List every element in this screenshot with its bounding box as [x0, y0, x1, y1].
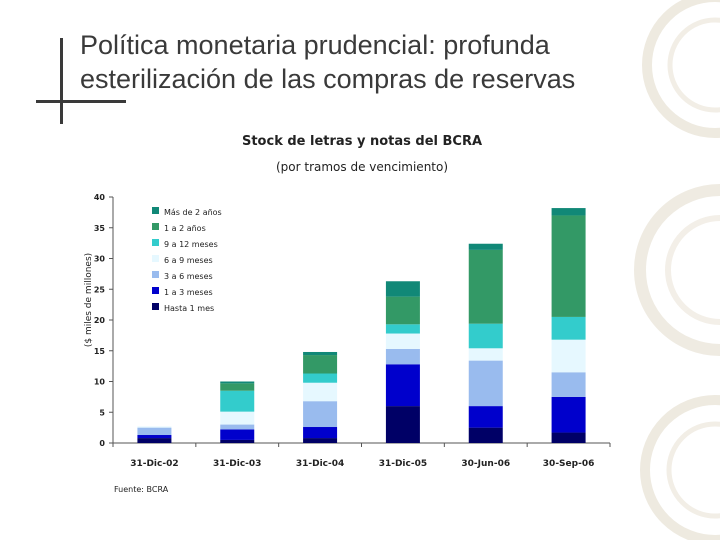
- bar-segment: [137, 426, 172, 428]
- bar-segment: [385, 281, 420, 297]
- bar-segment: [551, 339, 586, 373]
- bar-segment: [137, 438, 172, 443]
- y-tick-label: 30: [94, 255, 106, 264]
- bar-segment: [385, 348, 420, 365]
- legend-swatch: [152, 223, 159, 230]
- x-tick-label: 31-Dic-05: [379, 459, 427, 469]
- y-tick-label: 10: [94, 378, 106, 387]
- bar-segment: [220, 381, 255, 384]
- y-tick-label: 5: [99, 408, 105, 417]
- y-tick-label: 0: [99, 439, 105, 448]
- bar-segment: [551, 208, 586, 216]
- bar-segment: [468, 360, 503, 407]
- bar-segment: [220, 383, 255, 391]
- legend-swatch: [152, 287, 159, 294]
- y-tick-label: 20: [94, 316, 106, 325]
- bar-segment: [551, 372, 586, 397]
- bar-segment: [303, 382, 338, 402]
- x-tick-label: 30-Sep-06: [543, 459, 595, 469]
- bar-segment: [385, 333, 420, 349]
- bar-segment: [220, 390, 255, 412]
- bar-segment: [137, 435, 172, 439]
- seal-watermark: [634, 0, 720, 540]
- x-tick-label: 31-Dic-02: [130, 459, 178, 469]
- bar-segment: [468, 243, 503, 250]
- bar-segment: [468, 406, 503, 428]
- bar-segment: [551, 316, 586, 340]
- bar-segment: [303, 401, 338, 428]
- chart-title: Stock de letras y notas del BCRA: [241, 134, 483, 149]
- y-axis-label: ($ miles de millones): [84, 253, 94, 347]
- legend-label: 1 a 2 años: [164, 224, 206, 233]
- bar-segment: [220, 424, 255, 430]
- bar-segment: [385, 406, 420, 443]
- bar-segment: [468, 323, 503, 349]
- bar-segment: [551, 432, 586, 443]
- y-tick-label: 25: [94, 285, 106, 294]
- legend-label: 6 a 9 meses: [164, 256, 213, 265]
- bar-segment: [303, 355, 338, 374]
- x-tick-label: 31-Dic-03: [213, 459, 261, 469]
- bar-segment: [303, 373, 338, 383]
- bar-segment: [303, 427, 338, 439]
- x-tick-label: 30-Jun-06: [461, 459, 510, 469]
- chart-subtitle: (por tramos de vencimiento): [275, 160, 449, 174]
- bar-segment: [220, 439, 255, 443]
- legend-swatch: [152, 271, 159, 278]
- legend-label: Hasta 1 mes: [164, 304, 214, 313]
- slide-title: Política monetaria prudencial: profunda …: [80, 30, 576, 94]
- legend-swatch: [152, 303, 159, 310]
- bar-segment: [551, 396, 586, 433]
- bar-segment: [137, 427, 172, 436]
- y-tick-label: 35: [94, 224, 106, 233]
- y-tick-label: 40: [94, 193, 106, 202]
- title-bracket-horizontal: [36, 100, 126, 103]
- bar-segment: [385, 364, 420, 407]
- legend-swatch: [152, 207, 159, 214]
- bar-segment: [468, 249, 503, 324]
- bar-segment: [303, 351, 338, 356]
- bar-segment: [468, 427, 503, 443]
- bar-segment: [468, 348, 503, 361]
- legend-swatch: [152, 239, 159, 246]
- legend-swatch: [152, 255, 159, 262]
- legend-label: 1 a 3 meses: [164, 288, 213, 297]
- title-bracket-vertical: [60, 38, 63, 124]
- bar-segment: [385, 324, 420, 334]
- bar-segment: [220, 411, 255, 425]
- y-tick-label: 15: [94, 347, 106, 356]
- bar-segment: [385, 296, 420, 325]
- bar-segment: [551, 215, 586, 317]
- x-tick-label: 31-Dic-04: [296, 459, 344, 469]
- legend-label: 9 a 12 meses: [164, 240, 218, 249]
- bar-segment: [220, 429, 255, 440]
- legend-label: 3 a 6 meses: [164, 272, 213, 281]
- bar-segment: [303, 438, 338, 443]
- source-note: Fuente: BCRA: [114, 485, 169, 494]
- legend-label: Más de 2 años: [164, 208, 222, 217]
